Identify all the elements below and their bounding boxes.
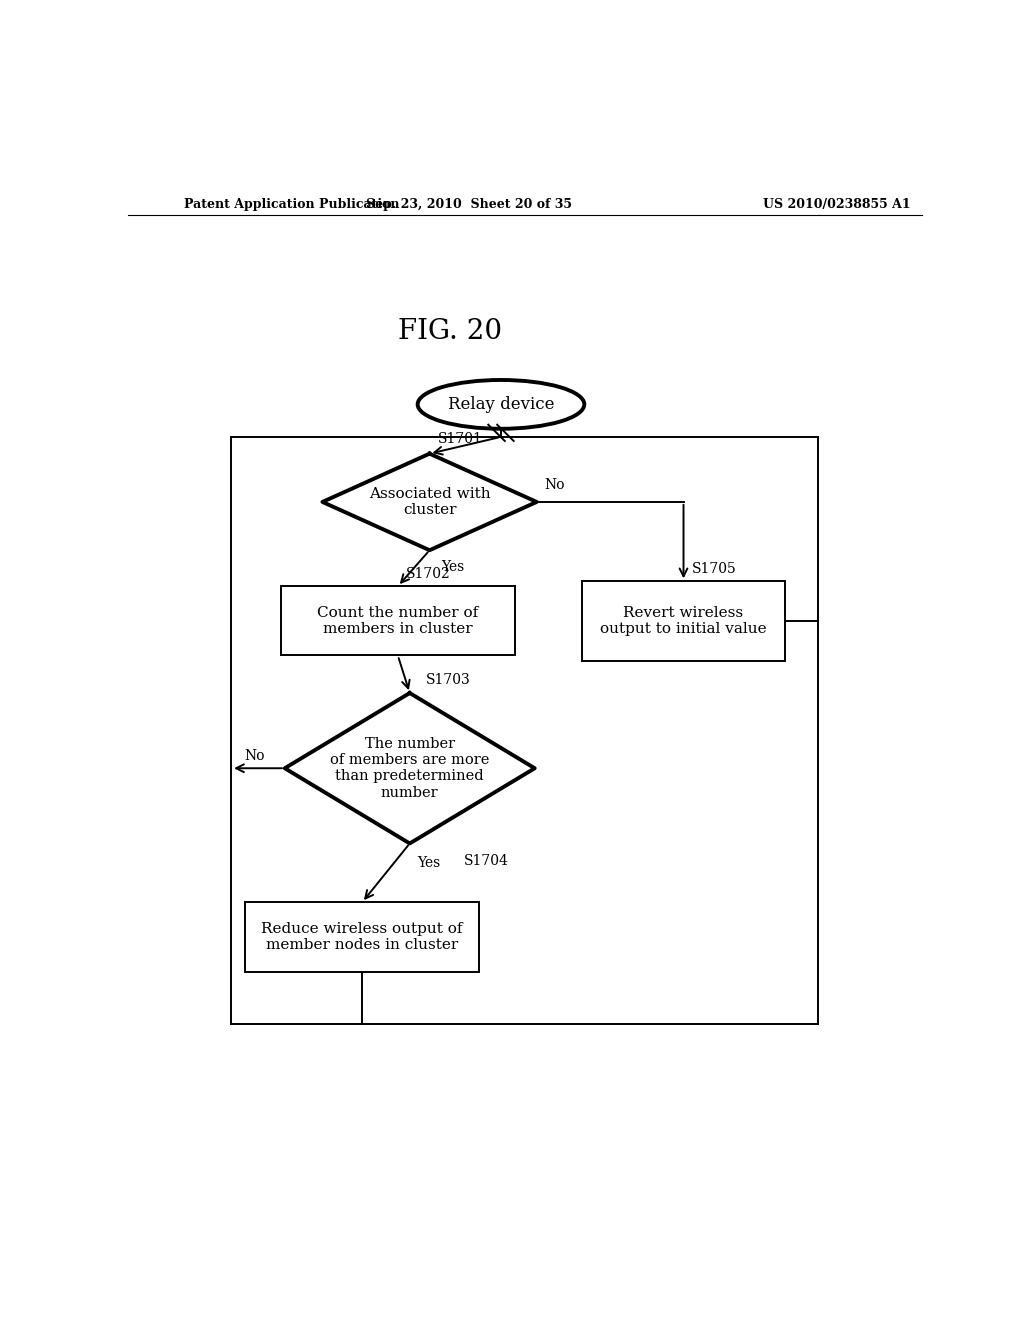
Text: Yes: Yes	[441, 561, 465, 574]
Text: Reduce wireless output of
member nodes in cluster: Reduce wireless output of member nodes i…	[261, 921, 463, 952]
Bar	[583, 581, 784, 660]
Text: FIG. 20: FIG. 20	[397, 318, 502, 345]
Text: Revert wireless
output to initial value: Revert wireless output to initial value	[600, 606, 767, 636]
Text: No: No	[545, 478, 565, 492]
Text: S1704: S1704	[464, 854, 509, 867]
Polygon shape	[285, 693, 535, 843]
Text: S1701: S1701	[437, 432, 482, 446]
Text: Patent Application Publication: Patent Application Publication	[183, 198, 399, 211]
Text: The number
of members are more
than predetermined
number: The number of members are more than pred…	[330, 737, 489, 800]
Text: US 2010/0238855 A1: US 2010/0238855 A1	[763, 198, 910, 211]
Text: S1703: S1703	[426, 673, 470, 686]
Bar	[245, 903, 479, 972]
Text: Yes: Yes	[418, 855, 441, 870]
Text: Relay device: Relay device	[447, 396, 554, 413]
Text: No: No	[245, 748, 265, 763]
Bar	[281, 586, 515, 656]
Text: S1702: S1702	[406, 568, 451, 581]
Ellipse shape	[418, 380, 585, 429]
Text: Sep. 23, 2010  Sheet 20 of 35: Sep. 23, 2010 Sheet 20 of 35	[367, 198, 572, 211]
Polygon shape	[323, 454, 537, 550]
Text: Associated with
cluster: Associated with cluster	[369, 487, 490, 517]
Text: Count the number of
members in cluster: Count the number of members in cluster	[317, 606, 478, 636]
Text: S1705: S1705	[691, 562, 736, 576]
